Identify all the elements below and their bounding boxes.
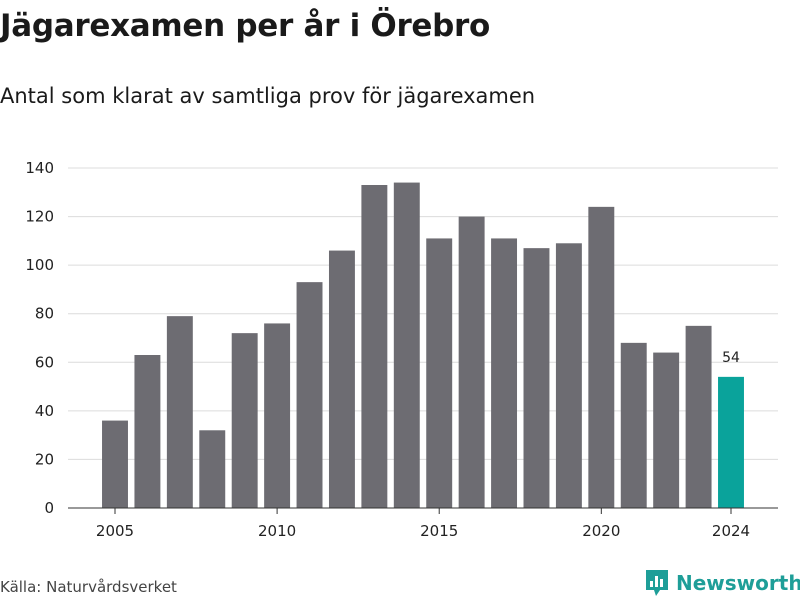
newsworthy-logo-icon <box>646 570 668 596</box>
y-tick-label: 60 <box>35 353 54 371</box>
y-tick-label: 100 <box>25 256 54 274</box>
bar <box>231 333 258 508</box>
data-label: 54 <box>722 350 740 366</box>
y-tick-label: 80 <box>35 305 54 323</box>
bar <box>166 316 193 508</box>
bar <box>426 238 453 508</box>
x-tick-label: 2015 <box>420 522 458 540</box>
bar <box>361 185 388 508</box>
bar <box>296 282 323 508</box>
brand-name: Newsworthy <box>676 571 800 595</box>
bar <box>523 248 550 508</box>
x-tick-label: 2005 <box>96 522 134 540</box>
bar <box>588 206 615 508</box>
bar <box>555 243 582 508</box>
bar <box>199 430 226 508</box>
y-tick-label: 120 <box>25 208 54 226</box>
y-tick-label: 0 <box>44 499 54 517</box>
chart-title: Jägarexamen per år i Örebro <box>0 8 491 44</box>
x-tick-label: 2010 <box>258 522 296 540</box>
brand-logo: Newsworthy <box>644 568 800 598</box>
bar <box>620 342 647 508</box>
y-tick-label: 140 <box>25 159 54 177</box>
bar <box>491 238 518 508</box>
bar <box>458 216 485 509</box>
chart-subtitle: Antal som klarat av samtliga prov för jä… <box>0 84 536 108</box>
source-note: Källa: Naturvårdsverket <box>0 578 177 596</box>
bar <box>685 325 712 508</box>
bar-highlight <box>718 376 744 508</box>
y-tick-label: 40 <box>35 402 54 420</box>
x-tick-label: 2024 <box>712 522 750 540</box>
bar <box>264 323 291 508</box>
bar <box>102 420 128 508</box>
bar <box>653 352 680 508</box>
bar <box>328 250 355 509</box>
y-tick-label: 20 <box>35 450 54 468</box>
bar-chart: 0 20 40 60 80 100 120 140 2005 2010 2015 2020 2024 54 <box>25 159 778 540</box>
bar <box>134 355 161 508</box>
bar <box>393 182 420 509</box>
x-tick-label: 2020 <box>582 522 620 540</box>
